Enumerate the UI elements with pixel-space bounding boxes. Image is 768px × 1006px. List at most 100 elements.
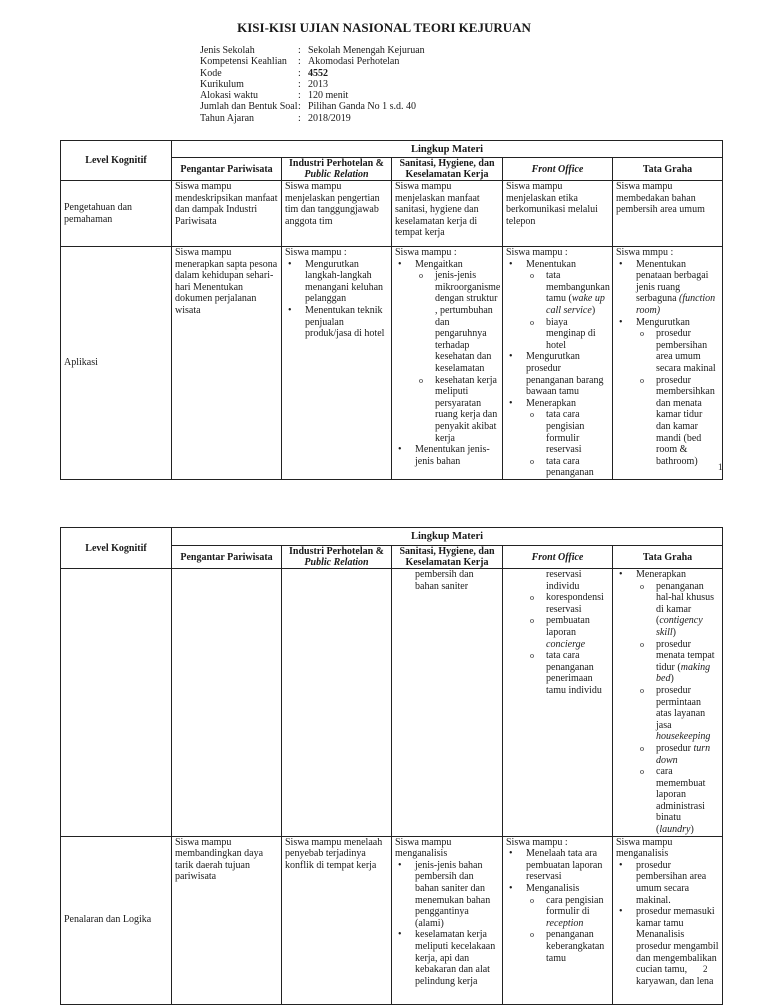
bullet-item: Menentukan teknik penjualan produk/jasa … <box>285 305 388 340</box>
content-cell: Siswa mampu menerapkan sapta pesona dala… <box>171 246 282 480</box>
subject-header: Sanitasi, Hygiene, dan Keselamatan Kerja <box>391 157 503 181</box>
subject-header: Tata Graha <box>612 545 723 569</box>
subject-name-italic: Front Office <box>531 163 584 175</box>
info-row: Kurikulum:2013 <box>200 79 425 90</box>
sub-bullet-item: prosedur membersihkan dan menata kamar t… <box>616 375 719 468</box>
header-row: Level Kognitif Lingkup Materi <box>60 527 723 569</box>
subject-name: Industri Perhotelan & <box>289 158 384 170</box>
lingkup-materi-header: Lingkup Materi <box>171 527 723 546</box>
subject-name: Tata Graha <box>642 551 693 563</box>
level-cell: Aplikasi <box>60 246 172 480</box>
level-cell <box>60 568 172 837</box>
sub-bullet-item: korespondensi reservasi <box>506 592 609 615</box>
info-value: 120 menit <box>308 90 349 102</box>
cell-text: Siswa mampu menjelaskan pengertian tim d… <box>285 181 380 227</box>
subject-name-italic: Front Office <box>531 551 584 563</box>
content-cell: Siswa mampu membedakan bahan pembersih a… <box>612 180 723 247</box>
sub-bullet-item: tata cara penanganan <box>506 456 609 479</box>
bullet-item: Menelaah tata ara pembuatan laporan rese… <box>506 848 609 883</box>
bullet-item: Menerapkan <box>506 398 609 410</box>
continued-text: reservasi individu <box>546 569 582 592</box>
table-row: Pengetahuan dan pemahaman Siswa mampu men… <box>60 180 723 247</box>
info-label: Tahun Ajaran <box>200 112 255 124</box>
info-row: Kode:4552 <box>200 68 425 79</box>
info-label: Kompetensi Keahlian <box>200 56 287 68</box>
info-label: Jumlah dan Bentuk Soal <box>200 101 298 113</box>
exam-info: Jenis Sekolah: Sekolah Menengah Kejuruan K… <box>200 45 425 124</box>
italic-term: turn down <box>656 742 711 766</box>
info-value: 4552 <box>308 67 328 79</box>
content-cell: pembersih dan bahan saniter <box>391 568 503 837</box>
cell-text: Siswa mmpu : <box>616 247 674 258</box>
info-value: Akomodasi Perhotelan <box>308 56 400 68</box>
cell-text: Siswa mampu membandingkan daya tarik dae… <box>175 836 264 883</box>
table-row: Penalaran dan Logika Siswa mampu membandi… <box>60 835 723 1005</box>
content-cell: Siswa mampu menelaah penyebab terjadinya… <box>281 835 392 1005</box>
info-value: Sekolah Menengah Kejuruan <box>308 45 425 56</box>
content-cell: Siswa mmpu :Menentukan penataan berbagai… <box>612 246 723 480</box>
subject-header: Front Office <box>502 157 613 181</box>
page-number: 2 <box>703 964 708 974</box>
subject-header: Tata Graha <box>612 157 723 181</box>
cell-text: Siswa mampu membedakan bahan pembersih a… <box>616 181 705 216</box>
subject-name: Keselamatan Kerja <box>405 169 489 180</box>
sub-bullet-item: pembuatan laporan concierge <box>506 615 609 650</box>
subject-header: Pengantar Pariwisata <box>171 157 282 181</box>
sub-bullet-item: tata cara pengisian formulir reservasi <box>506 409 609 455</box>
bullet-item: Mengurutkan langkah-langkah menangani ke… <box>285 259 388 305</box>
info-label: Alokasi waktu <box>200 90 259 102</box>
level-kognitif-header: Level Kognitif <box>60 527 172 569</box>
subject-header: Sanitasi, Hygiene, dan Keselamatan Kerja <box>391 545 503 569</box>
sub-bullet-item: prosedur turn down <box>616 743 719 766</box>
content-cell: Siswa mampu menjelaskan etika berkomunik… <box>502 180 613 247</box>
cell-text: Siswa mampu : <box>506 247 568 258</box>
bullet-item: jenis-jenis bahan pembersih dan bahan sa… <box>395 860 499 930</box>
info-value: 2013 <box>308 78 328 90</box>
level-kognitif-header: Level Kognitif <box>60 140 172 181</box>
sub-bullet-item: biaya menginap di hotel <box>506 317 609 352</box>
subject-name: Pengantar Pariwisata <box>180 551 273 563</box>
cell-text: Siswa mampu menjelaskan manfaat sanitasi… <box>395 181 480 239</box>
cell-text: Siswa mampu mendeskripsikan manfaat dan … <box>175 181 278 227</box>
info-value: 2018/2019 <box>308 112 351 124</box>
kisi-table-page-2: Level Kognitif Lingkup Materi Pengantar Pa… <box>60 527 723 1005</box>
italic-term: contigency skill <box>656 615 703 638</box>
bullet-item: prosedur pembersihan area umum secara ma… <box>616 860 719 906</box>
cell-text: Siswa mampu menjelaskan etika berkomunik… <box>506 181 598 227</box>
cell-text: Siswa mampu menganalisis <box>616 836 673 860</box>
content-cell: Siswa mampu menjelaskan manfaat sanitasi… <box>391 180 503 247</box>
italic-term: concierge <box>546 638 586 650</box>
document-title: KISI-KISI UJIAN NASIONAL TEORI KEJURUAN <box>237 20 531 35</box>
sub-bullet-item: prosedur permintaan atas layanan jasa ho… <box>616 685 719 743</box>
subject-name: Industri Perhotelan & <box>289 546 384 558</box>
italic-term: housekeeping <box>656 731 711 743</box>
subject-header: Pengantar Pariwisata <box>171 545 282 569</box>
subject-name: Pengantar Pariwisata <box>180 163 273 175</box>
info-colon: : <box>298 67 301 79</box>
content-cell: Siswa mampu membandingkan daya tarik dae… <box>171 835 282 1005</box>
subject-name: Sanitasi, Hygiene, dan <box>399 158 495 170</box>
subject-header-row: Pengantar Pariwisata Industri Perhotelan … <box>61 545 723 569</box>
info-colon: : <box>298 101 301 113</box>
info-colon: : <box>298 45 301 56</box>
table-row: Aplikasi Siswa mampu menerapkan sapta pes… <box>60 246 723 480</box>
info-label: Kode <box>200 67 222 79</box>
content-cell: Siswa mampu menjelaskan pengertian tim d… <box>281 180 392 247</box>
sub-bullet-item: prosedur menata tempat tidur (making bed… <box>616 639 719 685</box>
bullet-item: Menentukan jenis-jenis bahan <box>395 444 499 467</box>
continued-text: pembersih dan bahan saniter <box>415 569 474 592</box>
content-cell: Siswa mampu :Menentukantata membangunkan… <box>502 246 613 480</box>
bullet-item: Menentukan <box>506 259 609 271</box>
table-row: pembersih dan bahan saniter reservasi ind… <box>60 568 723 837</box>
sub-bullet-item: jenis-jenis mikroorganisme dengan strukt… <box>395 270 500 374</box>
italic-term: making bed <box>656 661 711 685</box>
sub-bullet-item: penanganan keberangkatan tamu <box>506 929 609 964</box>
sub-bullet-item: tata membangunkan tamu (wake up call ser… <box>506 270 610 316</box>
info-colon: : <box>298 90 301 102</box>
content-cell: Menerapkanpenanganan hal-hal khusus di k… <box>612 568 723 837</box>
info-row: Alokasi waktu:120 menit <box>200 90 425 101</box>
cell-text: Siswa mampu : <box>285 247 347 258</box>
subject-name-italic: Public Relation <box>304 557 369 568</box>
content-cell: Siswa mampu :Mengaitkanjenis-jenis mikro… <box>391 246 503 480</box>
info-label: Jenis Sekolah <box>200 45 255 56</box>
